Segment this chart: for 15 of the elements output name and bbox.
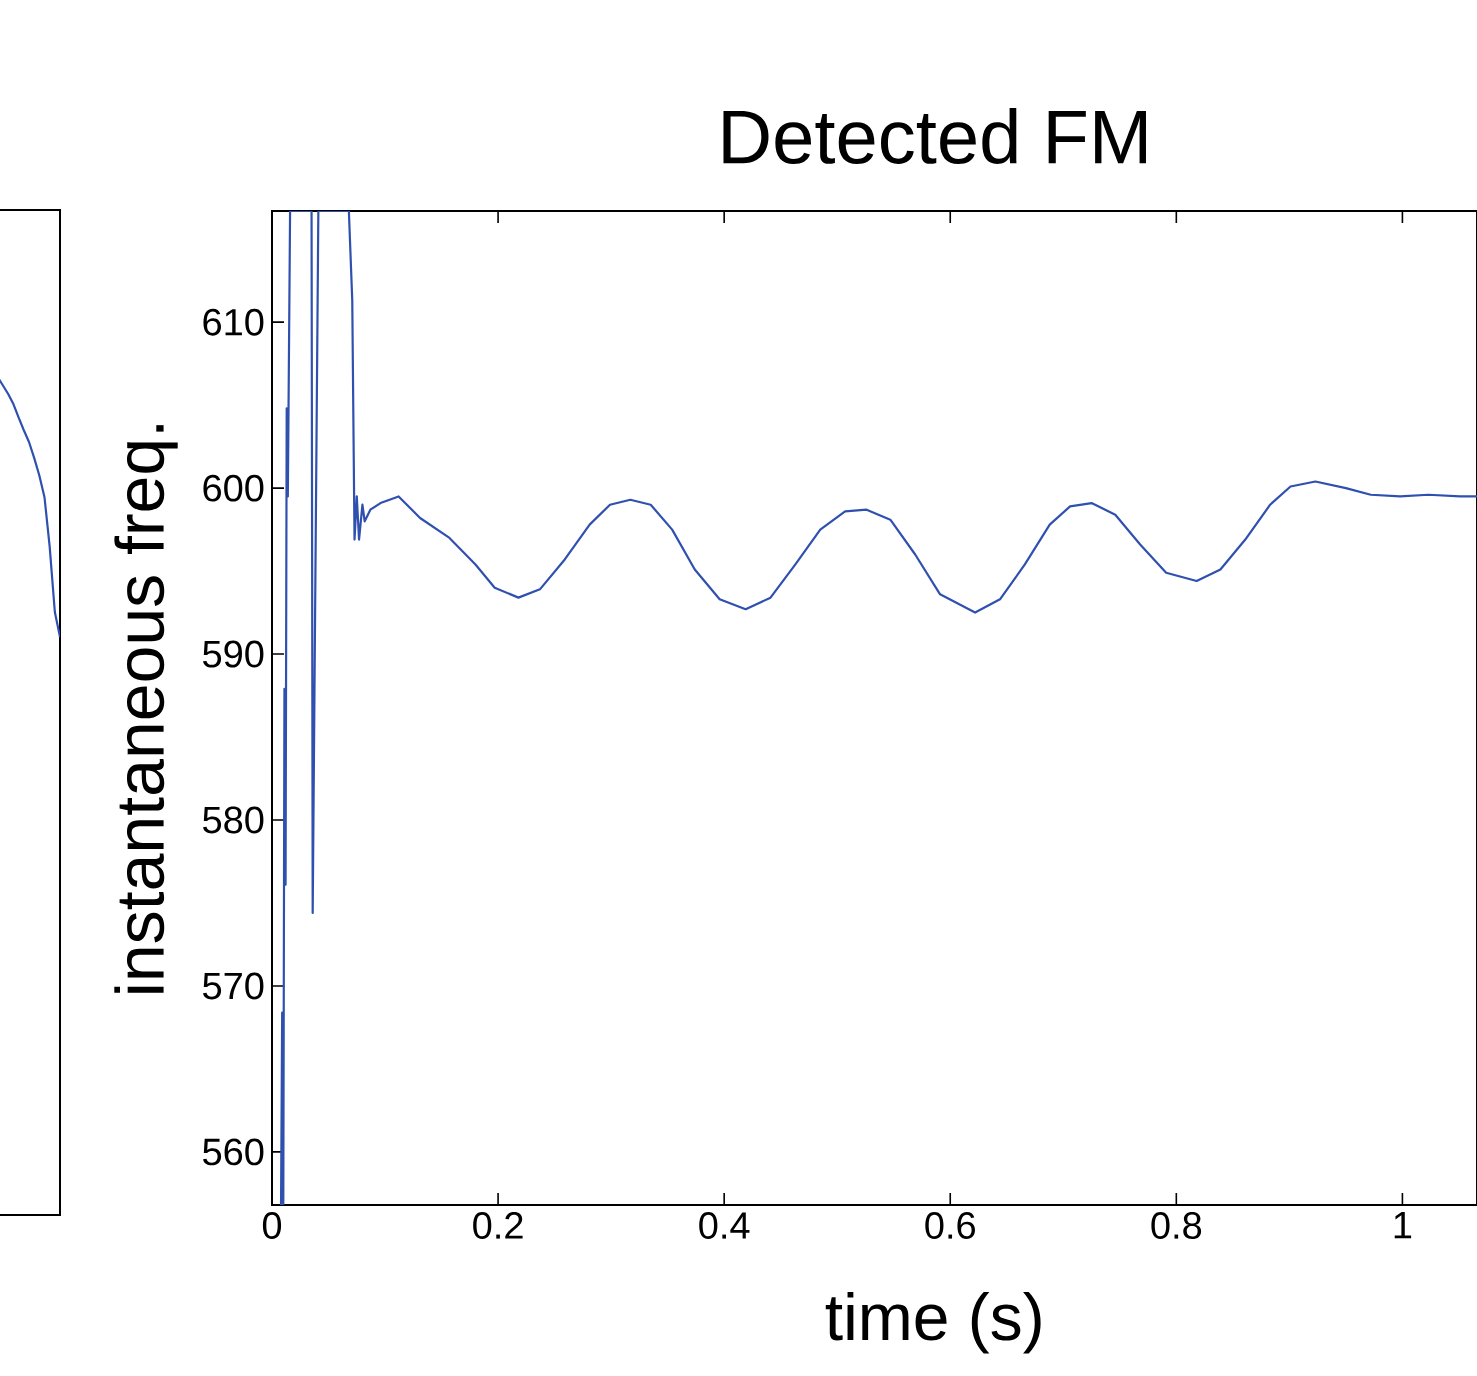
y-tick-label: 590 [203, 640, 264, 668]
y-tick-label: 580 [203, 806, 264, 834]
x-tick-label: 0.6 [925, 1212, 975, 1239]
y-axis-title: instantaneous freq. [114, 425, 178, 993]
y-tick-label: 610 [203, 308, 264, 336]
x-tick-label: 0.4 [699, 1212, 750, 1239]
x-axis-title: time (s) [825, 1292, 1041, 1354]
x-tick-label: 0 [262, 1212, 282, 1239]
x-tick-label: 1 [1394, 1212, 1412, 1239]
chart-title: Detected FM [723, 108, 1146, 164]
y-tick-label: 570 [203, 972, 264, 1000]
x-tick-label: 0.2 [473, 1212, 523, 1239]
y-tick-label: 560 [203, 1138, 264, 1166]
x-tick-label: 0.8 [1151, 1212, 1202, 1239]
y-tick-label: 600 [203, 474, 264, 502]
